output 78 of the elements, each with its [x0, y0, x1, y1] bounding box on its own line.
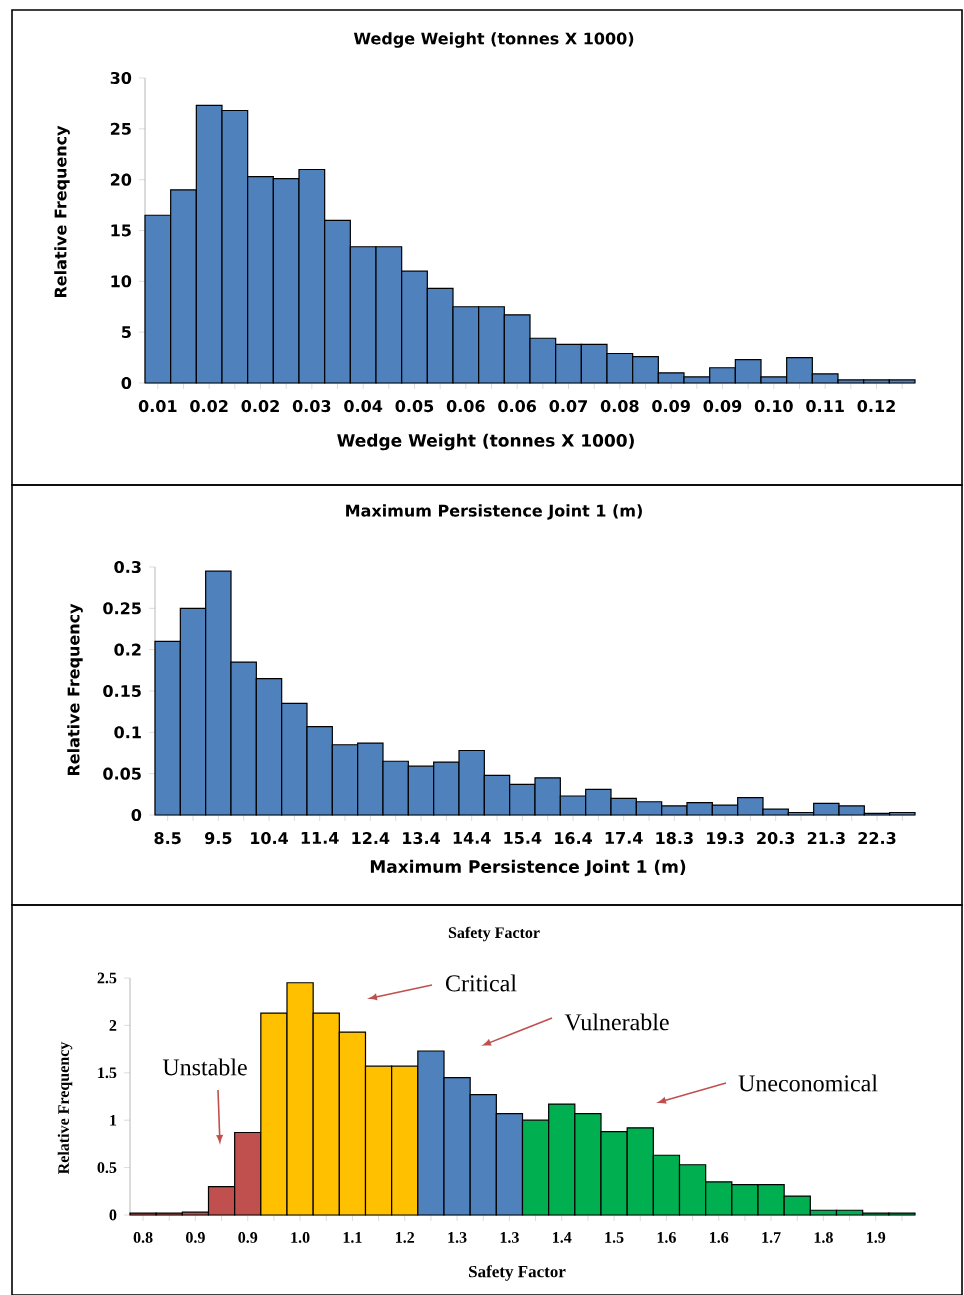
x-tick-label: 1.5	[605, 1232, 624, 1243]
annotation: Unstable	[162, 1058, 247, 1076]
x-tick-label: 15.4	[504, 832, 542, 844]
x-tick-label: 22.3	[858, 832, 896, 845]
x-tick-label: 13.4	[403, 832, 440, 845]
x-tick-label: 0.12	[857, 400, 895, 413]
x-tick-label: 0.10	[754, 400, 793, 413]
x-tick-label: 0.03	[292, 400, 331, 413]
x-tick-label: 0.09	[703, 400, 742, 413]
y-tick-label: 2.5	[97, 972, 117, 984]
y-tick-label: 0.1	[114, 726, 141, 739]
y-tick-label: 5	[122, 326, 131, 339]
y-tick-label: 2	[109, 1020, 117, 1031]
chart-title: Safety Factor	[448, 926, 540, 942]
x-tick-label: 0.05	[395, 400, 434, 413]
x-tick-label: 1.3	[448, 1232, 467, 1243]
x-tick-label: 1.6	[657, 1232, 676, 1243]
x-tick-label: 1.4	[553, 1232, 572, 1243]
x-tick-label: 0.09	[652, 400, 690, 413]
y-tick-label: 0.3	[114, 560, 141, 574]
x-tick-label: 16.4	[555, 832, 592, 845]
x-tick-label: 0.02	[190, 400, 228, 413]
x-tick-label: 0.11	[806, 400, 844, 413]
x-tick-label: 9.5	[204, 832, 232, 845]
x-tick-label: 1.9	[867, 1232, 886, 1243]
x-tick-label: 1.8	[814, 1232, 833, 1243]
x-tick-label: 21.3	[807, 832, 845, 845]
y-tick-label: 30	[110, 71, 132, 85]
y-axis-title: Relative Frequency	[54, 125, 70, 298]
y-tick-label: 0	[121, 376, 132, 390]
x-tick-label: 0.08	[600, 400, 639, 413]
x-tick-label: 12.4	[352, 832, 390, 844]
y-tick-label: 0	[131, 808, 142, 822]
x-axis-title: Maximum Persistence Joint 1 (m)	[370, 859, 686, 877]
y-tick-label: 20	[110, 173, 132, 186]
y-axis-title: Relative Frequency	[57, 1041, 73, 1174]
y-tick-label: 0.2	[114, 643, 141, 656]
x-tick-label: 0.9	[186, 1232, 205, 1243]
x-axis-title: Safety Factor	[469, 1265, 566, 1281]
x-tick-label: 20.3	[757, 832, 795, 845]
x-tick-label: 1.0	[291, 1232, 310, 1243]
x-tick-label: 1.7	[762, 1232, 781, 1243]
y-tick-label: 0.05	[103, 767, 141, 780]
x-tick-label: 1.2	[396, 1232, 415, 1243]
x-tick-label: 0.8	[133, 1232, 153, 1243]
annotation: Critical	[445, 974, 517, 992]
annotation: Uneconomical	[738, 1074, 878, 1092]
x-tick-label: 0.06	[446, 400, 485, 413]
x-tick-label: 14.4	[453, 832, 491, 844]
x-axis-title: Wedge Weight (tonnes X 1000)	[337, 433, 634, 451]
x-tick-label: 0.07	[549, 400, 587, 413]
x-tick-label: 0.02	[241, 400, 279, 413]
y-tick-label: 1	[110, 1114, 117, 1126]
x-tick-label: 17.4	[605, 832, 643, 844]
y-tick-label: 10	[111, 275, 132, 288]
x-tick-label: 0.9	[238, 1232, 258, 1243]
x-tick-label: 0.01	[138, 400, 177, 413]
y-axis-title: Relative Frequency	[67, 603, 83, 776]
annotation: Vulnerable	[564, 1013, 669, 1031]
x-tick-label: 1.1	[343, 1232, 362, 1243]
x-tick-label: 1.6	[710, 1232, 729, 1243]
y-tick-label: 25	[110, 122, 131, 135]
y-tick-label: 0.5	[97, 1162, 117, 1174]
chart-title: Maximum Persistence Joint 1 (m)	[346, 504, 642, 520]
y-tick-label: 0.25	[103, 602, 141, 615]
y-tick-label: 1.5	[98, 1067, 117, 1079]
y-tick-label: 0.15	[103, 684, 141, 698]
y-tick-label: 0	[109, 1209, 117, 1221]
x-tick-label: 8.5	[154, 832, 181, 845]
x-tick-label: 1.3	[500, 1232, 519, 1243]
x-tick-label: 10.4	[251, 832, 288, 845]
x-tick-label: 0.06	[498, 400, 537, 413]
chart-title: Wedge Weight (tonnes X 1000)	[353, 32, 634, 48]
x-tick-label: 11.4	[301, 832, 339, 844]
x-tick-label: 19.3	[707, 832, 744, 845]
x-tick-label: 18.3	[656, 832, 693, 845]
y-tick-label: 15	[111, 224, 131, 237]
x-tick-label: 0.04	[344, 400, 383, 413]
